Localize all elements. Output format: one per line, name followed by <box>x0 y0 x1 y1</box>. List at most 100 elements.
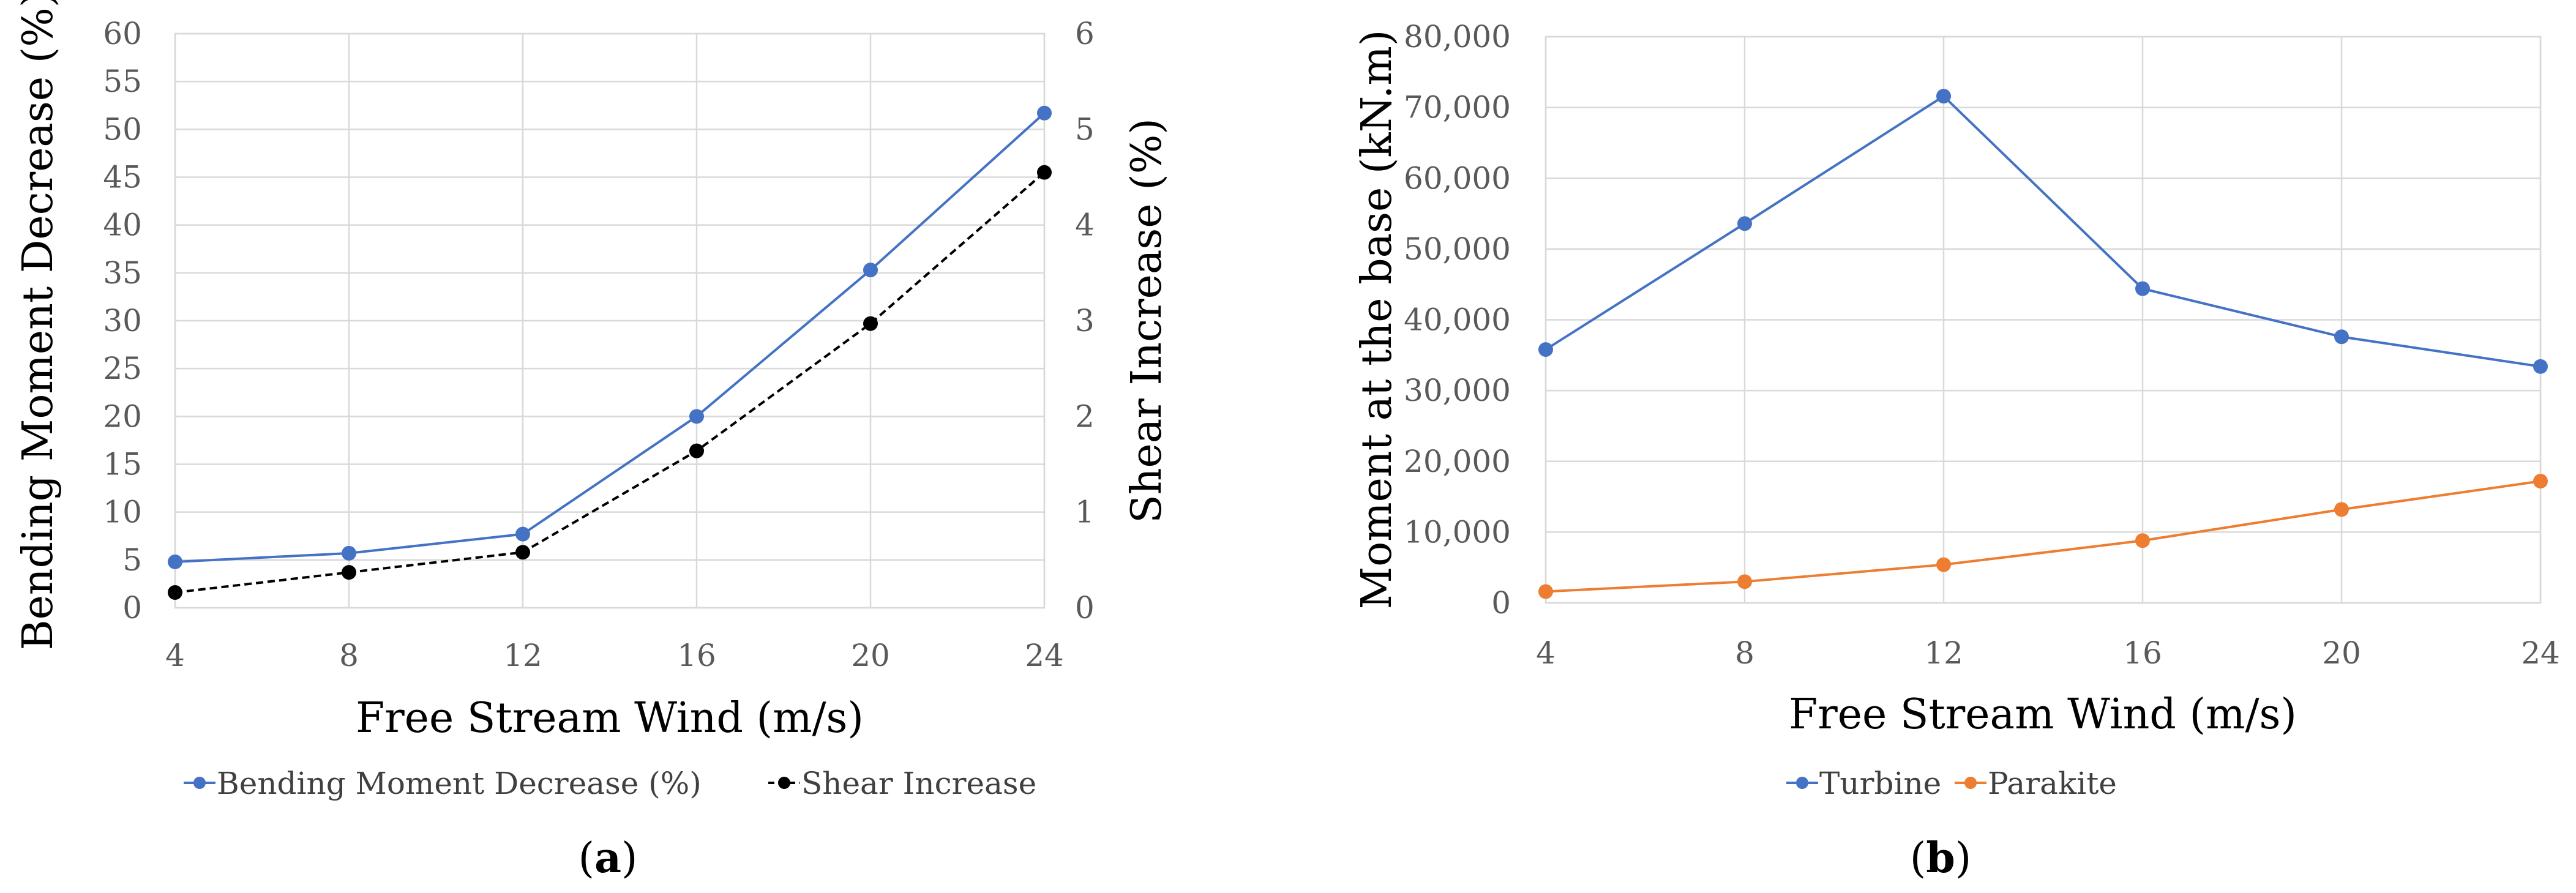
chart-a-y-tick-label: 55 <box>103 64 142 99</box>
chart-a-y2-tick-label: 6 <box>1075 16 1095 51</box>
chart-b-plot-area <box>1544 35 2542 604</box>
chart-a-y-tick-label: 5 <box>122 542 142 578</box>
chart-b-x-ticks: 4 8 12 16 20 24 <box>1536 635 2560 671</box>
chart-b-panel-label: (b) <box>1910 834 1972 883</box>
chart-a-y2-tick-label: 1 <box>1075 495 1095 530</box>
chart-a-point-shear-increase[interactable] <box>1037 165 1052 180</box>
chart-b-point-turbine[interactable] <box>2334 329 2349 345</box>
chart-b-point-turbine[interactable] <box>1737 216 1752 231</box>
chart-b-x-tick-label: 8 <box>1735 635 1754 671</box>
chart-a-legend-marker-shear <box>778 777 790 789</box>
chart-b-y-tick-label: 60,000 <box>1404 160 1511 196</box>
chart-b-series-line-turbine <box>1544 95 2541 368</box>
chart-b-point-parakite[interactable] <box>2334 502 2349 517</box>
chart-a-y-tick-label: 20 <box>103 398 142 434</box>
chart-a-legend-marker-bending <box>193 777 206 789</box>
chart-a-y-ticks: 0 5 10 15 20 25 30 35 40 45 50 55 60 <box>103 16 142 626</box>
chart-b: 0 10,000 20,000 30,000 40,000 50,000 60,000 70,… <box>1353 19 2560 883</box>
chart-a-point-shear-increase[interactable] <box>863 316 878 331</box>
chart-a-y2-tick-label: 4 <box>1075 207 1095 243</box>
chart-a-point-shear-increase[interactable] <box>515 545 530 560</box>
chart-a-x-tick-label: 20 <box>851 638 890 673</box>
chart-a-legend-item-bending[interactable]: Bending Moment Decrease (%) <box>184 766 702 801</box>
chart-b-point-turbine[interactable] <box>1936 89 1951 104</box>
chart-b-x-axis-title: Free Stream Wind (m/s) <box>1789 690 2297 739</box>
chart-a-y-tick-label: 60 <box>103 16 142 51</box>
chart-a-series-line-bending-moment-decrease <box>174 112 1046 563</box>
chart-a-y-tick-label: 40 <box>103 207 142 243</box>
chart-a-point-bending-moment-decrease[interactable] <box>1037 105 1052 121</box>
chart-a-point-bending-moment-decrease[interactable] <box>689 409 704 424</box>
chart-b-x-tick-label: 20 <box>2322 635 2361 671</box>
chart-a-y-axis-title: Bending Moment Decrease (%) <box>14 0 62 650</box>
chart-b-point-parakite[interactable] <box>1538 584 1553 599</box>
chart-a-y-tick-label: 25 <box>103 351 142 386</box>
chart-a-legend-label-bending: Bending Moment Decrease (%) <box>217 766 702 801</box>
chart-a-point-shear-increase[interactable] <box>689 443 704 458</box>
chart-b-y-tick-label: 80,000 <box>1404 19 1511 54</box>
chart-a-y-tick-label: 35 <box>103 255 142 291</box>
chart-a-point-bending-moment-decrease[interactable] <box>342 545 356 561</box>
chart-a-y-tick-label: 50 <box>103 111 142 147</box>
chart-b-point-parakite[interactable] <box>1936 557 1951 572</box>
chart-a-x-tick-label: 16 <box>677 638 716 673</box>
chart-a-y-tick-label: 30 <box>103 303 142 338</box>
chart-b-point-parakite[interactable] <box>2533 474 2548 489</box>
chart-b-legend-label-turbine: Turbine <box>1819 766 1941 801</box>
chart-a-x-tick-label: 4 <box>165 638 185 673</box>
chart-a-legend-label-shear: Shear Increase <box>801 766 1036 801</box>
chart-a-x-ticks: 4 8 12 16 20 24 <box>165 638 1064 673</box>
chart-b-legend-item-turbine[interactable]: Turbine <box>1786 766 1941 801</box>
chart-b-x-tick-label: 16 <box>2123 635 2162 671</box>
chart-a-point-bending-moment-decrease[interactable] <box>515 526 530 542</box>
chart-a-y2-tick-label: 3 <box>1075 303 1095 338</box>
chart-a-y2-tick-label: 2 <box>1075 398 1095 434</box>
chart-a-point-bending-moment-decrease[interactable] <box>863 263 878 278</box>
chart-a-y-tick-label: 45 <box>103 160 142 195</box>
chart-b-x-tick-label: 4 <box>1536 635 1556 671</box>
chart-a-y-tick-label: 10 <box>103 495 142 530</box>
chart-a-y2-tick-label: 5 <box>1075 111 1095 147</box>
chart-a-legend: Bending Moment Decrease (%) Shear Increa… <box>184 766 1036 801</box>
chart-a-y2-tick-label: 0 <box>1075 590 1095 626</box>
chart-a-legend-item-shear[interactable]: Shear Increase <box>768 766 1036 801</box>
chart-b-y-tick-label: 30,000 <box>1404 373 1511 408</box>
chart-b-point-parakite[interactable] <box>1737 574 1752 589</box>
chart-a-panel-label: (a) <box>578 834 637 883</box>
chart-b-y-tick-label: 50,000 <box>1404 231 1511 267</box>
chart-b-y-axis-title: Moment at the base (kN.m) <box>1353 30 1401 610</box>
chart-a-x-tick-label: 8 <box>339 638 359 673</box>
chart-b-point-turbine[interactable] <box>1538 342 1553 357</box>
chart-b-legend-marker-turbine <box>1796 777 1808 789</box>
chart-a-x-axis-title: Free Stream Wind (m/s) <box>356 694 864 742</box>
chart-b-x-tick-label: 24 <box>2521 635 2560 671</box>
chart-b-legend-item-parakite[interactable]: Parakite <box>1955 766 2117 801</box>
chart-a-y2-ticks: 0 1 2 3 4 5 6 <box>1075 16 1095 626</box>
chart-a-series-line-shear-increase <box>174 171 1046 594</box>
chart-b-y-tick-label: 20,000 <box>1404 444 1511 479</box>
chart-b-y-tick-label: 10,000 <box>1404 514 1511 550</box>
chart-b-y-ticks: 0 10,000 20,000 30,000 40,000 50,000 60,000 70,… <box>1404 19 1511 621</box>
chart-b-legend-label-parakite: Parakite <box>1988 766 2117 801</box>
chart-a-y-tick-label: 0 <box>122 590 142 626</box>
chart-b-y-tick-label: 40,000 <box>1404 302 1511 338</box>
chart-b-series-line-parakite <box>1545 480 2541 593</box>
chart-a-x-tick-label: 24 <box>1025 638 1064 673</box>
chart-b-legend-marker-parakite <box>1964 777 1977 789</box>
chart-b-point-turbine[interactable] <box>2135 281 2150 296</box>
chart-b-x-tick-label: 12 <box>1924 635 1963 671</box>
chart-b-series <box>1538 89 2548 599</box>
chart-a-y2-axis-title: Shear Increase (%) <box>1123 118 1171 523</box>
chart-a-x-tick-label: 12 <box>503 638 542 673</box>
chart-b-y-tick-label: 0 <box>1491 585 1511 621</box>
chart-a-point-shear-increase[interactable] <box>168 585 182 600</box>
chart-b-point-turbine[interactable] <box>2533 359 2548 374</box>
chart-a-plot-area <box>174 32 1046 609</box>
chart-b-point-parakite[interactable] <box>2135 533 2150 548</box>
chart-a-point-shear-increase[interactable] <box>342 565 356 580</box>
chart-a-point-bending-moment-decrease[interactable] <box>168 554 182 569</box>
chart-b-y-tick-label: 70,000 <box>1404 90 1511 125</box>
